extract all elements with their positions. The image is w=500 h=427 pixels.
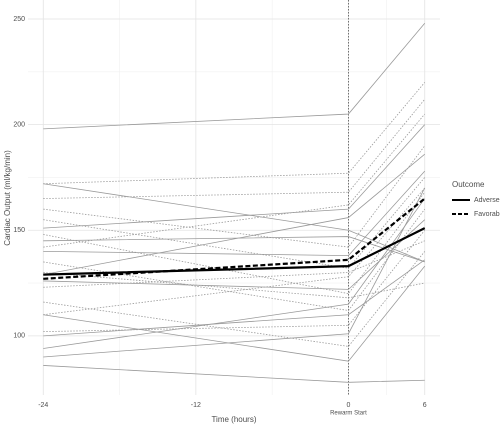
y-tick-label: 150 (13, 227, 25, 234)
y-axis-title: Cardiac Output (ml/kg/min) (3, 150, 12, 246)
x-tick-label: 6 (423, 402, 427, 409)
individual-line (43, 240, 425, 288)
y-tick-label: 250 (13, 16, 25, 23)
x-tick-label: -12 (191, 402, 201, 409)
individual-line (43, 259, 425, 337)
x-tick-label: -24 (38, 402, 48, 409)
individual-line (43, 99, 426, 199)
individual-line (43, 236, 425, 263)
legend-title: Outcome (452, 180, 485, 189)
x-tick-label: 0 (346, 402, 350, 409)
reference-label: Rewarm Start (330, 411, 367, 417)
individual-line (43, 365, 425, 383)
individual-line (43, 265, 426, 362)
individual-line (43, 22, 426, 130)
individual-line (43, 251, 426, 347)
y-tick-label: 200 (13, 121, 25, 128)
individual-line (43, 113, 426, 248)
individual-line (43, 170, 426, 256)
individual-line (43, 187, 426, 358)
individual-line (43, 153, 425, 275)
individual-line (43, 187, 426, 316)
legend-label: Favorable (474, 211, 500, 218)
individual-line (43, 272, 425, 299)
y-tick-label: 100 (13, 333, 25, 340)
individual-line (43, 177, 426, 269)
individual-line (43, 208, 426, 311)
individual-line (43, 82, 426, 185)
legend-label: Adverse (474, 197, 500, 204)
individual-line (43, 145, 426, 248)
mean-line (43, 197, 426, 280)
individual-line (43, 198, 426, 349)
x-axis-title: Time (hours) (211, 415, 256, 424)
